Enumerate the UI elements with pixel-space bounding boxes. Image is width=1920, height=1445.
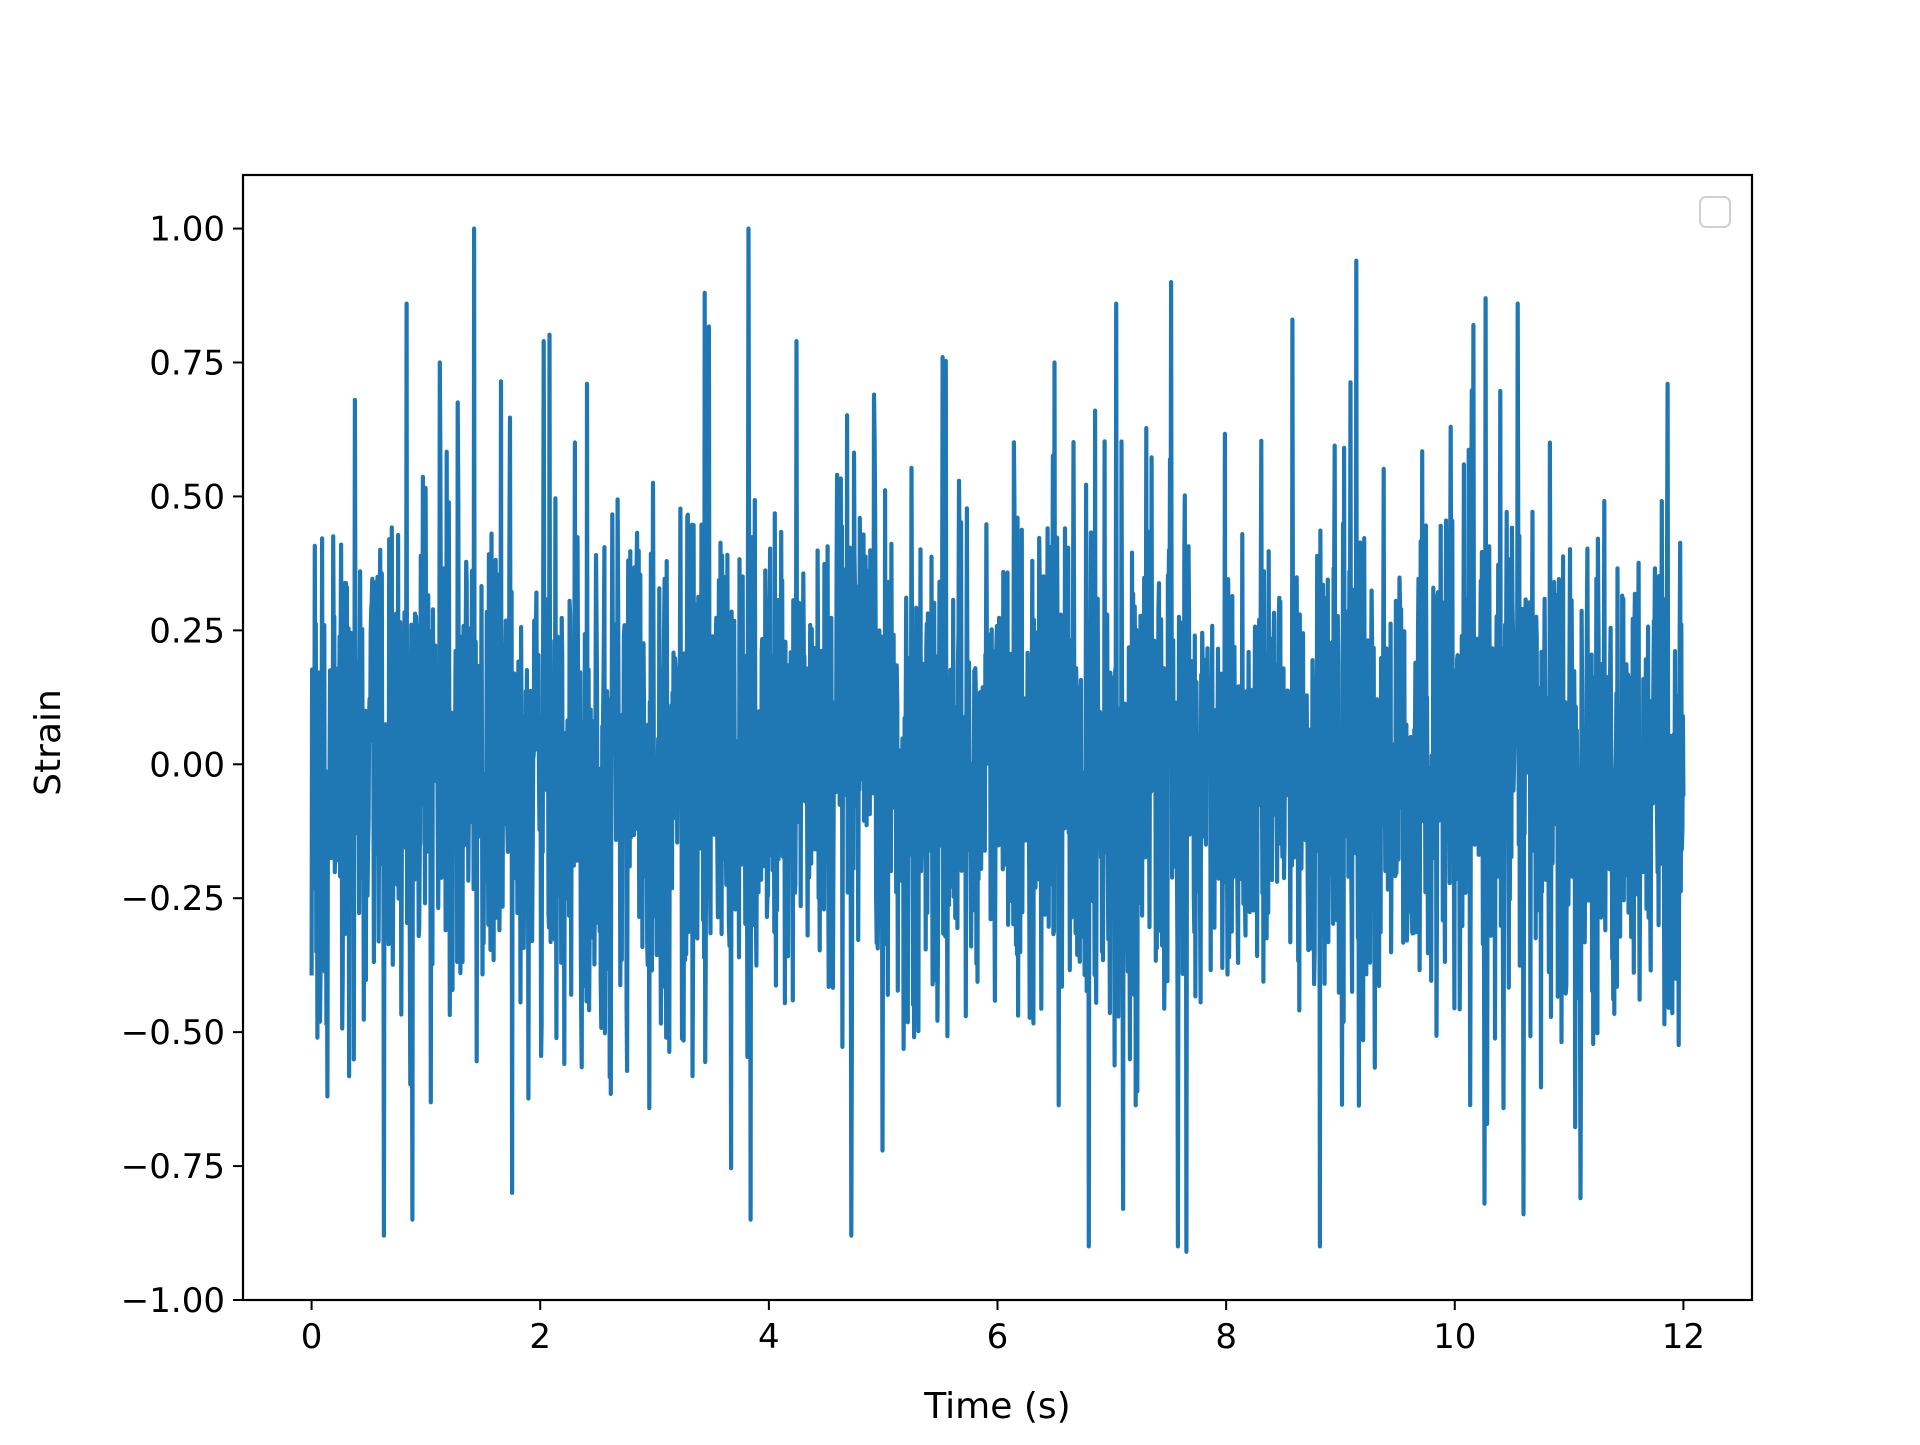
x-tick-label: 0 (301, 1317, 323, 1357)
x-tick-label: 12 (1662, 1317, 1705, 1357)
x-tick-label: 10 (1433, 1317, 1476, 1357)
x-axis-ticks: 0 2 4 6 8 10 12 (301, 1300, 1705, 1357)
y-tick-label: −0.50 (121, 1013, 225, 1053)
x-tick-label: 4 (758, 1317, 780, 1357)
y-tick-label: −0.25 (121, 879, 225, 919)
x-tick-label: 6 (987, 1317, 1009, 1357)
y-tick-label: 0.50 (149, 477, 225, 517)
plot-area (241, 173, 1754, 1302)
y-tick-label: 0.75 (149, 344, 225, 384)
y-axis-ticks: −1.00 −0.75 −0.50 −0.25 0.00 0.25 0.50 0.75 1.00 (121, 210, 243, 1321)
y-tick-label: 0.00 (149, 745, 225, 785)
x-tick-label: 8 (1215, 1317, 1237, 1357)
series-line (309, 226, 1686, 1254)
legend-box (1699, 196, 1731, 228)
y-axis-label: Strain (28, 689, 69, 796)
y-tick-label: 0.25 (149, 611, 225, 651)
y-tick-label: −0.75 (121, 1147, 225, 1187)
x-tick-label: 2 (529, 1317, 551, 1357)
x-axis-label: Time (s) (923, 1386, 1070, 1427)
y-tick-label: −1.00 (121, 1281, 225, 1321)
y-tick-label: 1.00 (149, 210, 225, 250)
